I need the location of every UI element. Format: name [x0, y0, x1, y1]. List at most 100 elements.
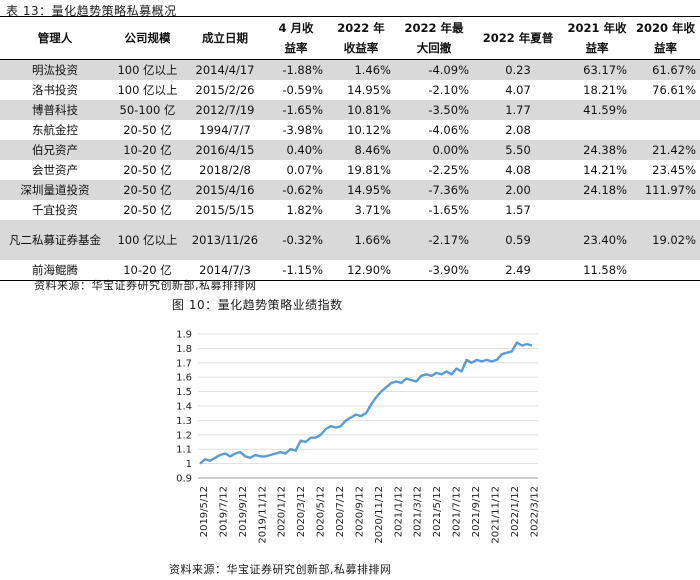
table-row: 前海鲲腾 10-20 亿 2014/7/3 -1.15% 12.90% -3.90% 2.4… [0, 260, 700, 281]
x-tick-label: 2020/1/12 [277, 486, 288, 537]
cell-ret2022: 8.46% [327, 140, 395, 160]
cell-date: 2014/7/3 [185, 260, 265, 281]
column-header-line: 管理人 [37, 31, 73, 45]
column-header: 4 月收益率 [265, 16, 327, 60]
private-fund-table: 管理人 公司规模 成立日期 4 月收 益率 2022 年收益率 2022 年最 大回撤 2022… [0, 16, 700, 281]
cell-ret2021 [563, 200, 631, 220]
cell-mdd: -2.25% [428, 163, 469, 177]
cell-size: 10-20 亿 [110, 140, 185, 160]
cell-mdd: -3.50% [395, 100, 473, 120]
column-header: 2022 年收益率 [327, 16, 395, 60]
cell-manager: 明汯投资 [0, 59, 110, 80]
y-tick-label: 1.7 [176, 358, 192, 369]
cell-ret2021: 18.21% [583, 83, 627, 97]
cell-size: 50-100 亿 [110, 100, 185, 120]
cell-size: 10-20 亿 [110, 260, 185, 281]
cell-apr: -1.15% [265, 260, 327, 281]
cell-apr: 0.07% [286, 163, 323, 177]
cell-ret2022: 14.95% [327, 180, 395, 200]
cell-date: 2013/11/26 [185, 220, 265, 260]
table-row: 伯兄资产 10-20 亿 2016/4/15 0.40% 8.46% 0.00% 5.50 2… [0, 140, 700, 160]
cell-ret2020: 111.97% [631, 180, 700, 200]
column-header-line: 益率 [585, 41, 609, 55]
performance-index-chart: 0.9 1 1.1 1.2 1.3 1.4 1.5 1.6 1.7 1.8 1.9 2019/5/12… [176, 330, 540, 544]
cell-mdd: -2.17% [395, 220, 473, 260]
y-tick-label: 1.5 [176, 387, 192, 398]
cell-ret2020: 76.61% [652, 83, 696, 97]
x-tick-label: 2021/9/12 [471, 486, 482, 537]
x-tick-label: 2022/1/12 [510, 486, 521, 537]
column-header: 2020 年收 益率 [631, 16, 700, 60]
column-header-line: 收益率 [343, 41, 379, 55]
column-header-line: 益率 [284, 41, 308, 55]
cell-ret2020: 21.42% [631, 140, 700, 160]
cell-ret2021 [563, 120, 631, 140]
cell-ret2020 [631, 100, 700, 120]
x-tick-label: 2021/7/12 [452, 486, 463, 537]
cell-size: 20-50 亿 [123, 123, 172, 137]
cell-sharpe: 4.08 [505, 163, 531, 177]
table-row: 深圳量道投资 20-50 亿 2015/4/16 -0.62% 14.95% -7.36%… [0, 180, 700, 200]
cell-ret2021: 14.21% [583, 163, 627, 177]
column-header: 2022 年最 大回撤 [395, 16, 473, 60]
cell-ret2020 [631, 260, 700, 281]
x-tick-label: 2020/11/12 [374, 486, 385, 544]
cell-apr: 1.82% [286, 203, 323, 217]
table-row: 会世资产 20-50 亿 2018/2/8 0.07% 19.81% -2.25% 4.08… [0, 160, 700, 180]
x-tick-label: 2021/1/12 [393, 486, 404, 537]
cell-mdd: 0.00% [395, 140, 473, 160]
cell-ret2020 [631, 120, 700, 140]
cell-manager: 千宜投资 [32, 203, 78, 217]
cell-mdd: -3.90% [395, 260, 473, 281]
cell-ret2021: 23.40% [563, 220, 631, 260]
x-tick-label: 2020/9/12 [354, 486, 365, 537]
y-tick-label: 1.4 [176, 402, 192, 413]
cell-apr: -1.88% [265, 59, 327, 80]
y-tick-label: 1 [186, 459, 192, 470]
cell-sharpe: 2.00 [473, 180, 563, 200]
cell-ret2022: 12.90% [327, 260, 395, 281]
cell-mdd: -2.10% [428, 83, 469, 97]
cell-ret2022: 10.81% [327, 100, 395, 120]
cell-mdd: -4.06% [428, 123, 469, 137]
cell-ret2021: 11.58% [563, 260, 631, 281]
column-header-line: 4 月收 [278, 21, 314, 35]
cell-sharpe: 0.59 [473, 220, 563, 260]
column-header-line: 2020 年收 [635, 21, 695, 35]
table-title: 表 13：量化趋势策略私募概况 [6, 4, 177, 18]
cell-sharpe: 1.77 [473, 100, 563, 120]
cell-ret2020 [631, 200, 700, 220]
column-header: 成立日期 [185, 16, 265, 60]
x-tick-label: 2019/9/12 [238, 486, 249, 537]
cell-date: 2012/7/19 [185, 100, 265, 120]
table-row: 洛书投资 100 亿以上 2015/2/26 -0.59% 14.95% -2.10% 4.… [0, 80, 700, 100]
cell-apr: -0.59% [282, 83, 323, 97]
cell-date: 2014/4/17 [185, 59, 265, 80]
cell-mdd: -1.65% [428, 203, 469, 217]
cell-apr: -0.62% [265, 180, 327, 200]
table-row: 东航金控 20-50 亿 1994/7/7 -3.98% 10.12% -4.06% 2.0… [0, 120, 700, 140]
cell-apr: -1.65% [265, 100, 327, 120]
x-tick-label: 2021/3/12 [413, 486, 424, 537]
cell-manager: 伯兄资产 [0, 140, 110, 160]
y-tick-label: 1.8 [176, 344, 192, 355]
x-tick-label: 2019/5/12 [199, 486, 210, 537]
cell-ret2021: 24.18% [563, 180, 631, 200]
cell-ret2022: 14.95% [347, 83, 391, 97]
cell-mdd: -4.09% [395, 59, 473, 80]
cell-ret2021: 24.38% [563, 140, 631, 160]
column-header-line: 公司规模 [124, 31, 171, 45]
index-series-line [199, 341, 533, 465]
cell-apr: -0.32% [265, 220, 327, 260]
y-tick-label: 1.9 [176, 330, 192, 341]
cell-ret2021: 41.59% [563, 100, 631, 120]
cell-date: 2015/4/16 [185, 180, 265, 200]
x-tick-label: 2020/3/12 [296, 486, 307, 537]
cell-ret2020: 61.67% [631, 59, 700, 80]
table-source-note: 资料来源：华宝证券研究创新部,私募排排网 [34, 279, 257, 292]
y-tick-label: 1.2 [176, 430, 192, 441]
cell-size: 20-50 亿 [123, 163, 172, 177]
cell-sharpe: 5.50 [473, 140, 563, 160]
x-tick-label: 2021/5/12 [432, 486, 443, 537]
cell-size: 100 亿以上 [110, 59, 185, 80]
